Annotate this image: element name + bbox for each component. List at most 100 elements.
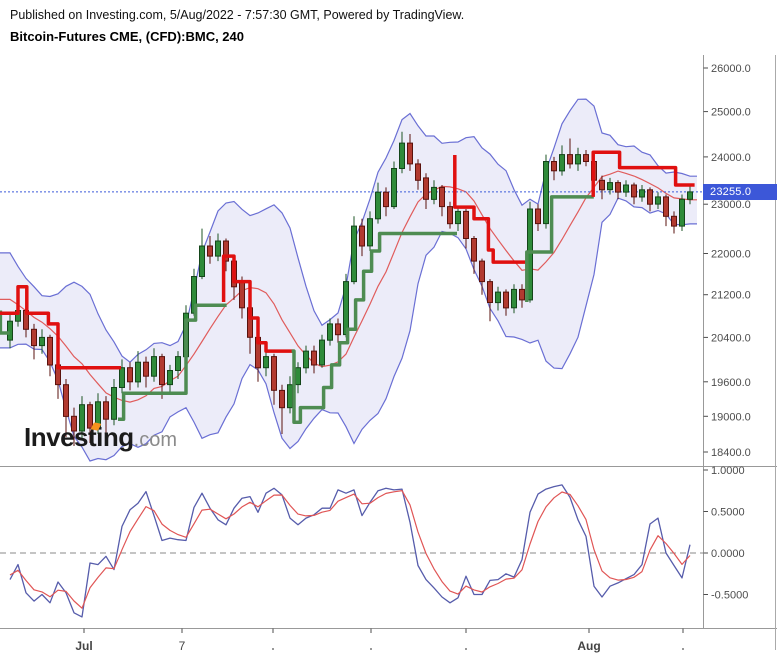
candle [303,345,309,374]
time-label: Aug [577,639,600,653]
candle [415,159,421,190]
candle-body [319,339,325,366]
price-axis[interactable]: 26000.0 25000.0 24000.0 23000.0 22000.0 21200… [703,63,751,459]
candle [375,182,381,224]
candle [167,364,173,394]
candle [479,258,485,295]
candle-body [423,177,429,200]
candle [47,334,53,377]
candle [127,362,133,391]
candle [655,192,661,209]
candle-body [479,260,485,283]
candle [199,228,205,280]
bollinger-mid-line [0,170,697,403]
candle-body [199,245,205,277]
candle-body [63,384,69,417]
bollinger-lower-line [0,197,697,462]
candle [471,236,477,274]
candle-body [415,163,421,181]
candle-body [167,370,173,386]
candle-body [399,142,405,170]
candle [71,407,77,446]
price-tick-label: 25000.0 [711,107,751,119]
candle-body [663,196,669,217]
trend-stop-red [221,254,295,353]
candle [119,359,125,394]
candle-body [151,356,157,377]
candle-body [575,154,581,165]
logo-t-orange-mark: t [88,422,97,452]
trend-stop-red [591,150,695,197]
candle-body [303,350,309,369]
last-price-tag: 23255.0 [703,184,777,200]
candle-body [607,182,613,191]
osc-tick-label: -0.5000 [711,590,748,602]
candle-body [567,154,573,165]
candle [391,161,397,209]
candle-body [519,288,525,301]
candle [175,351,181,379]
candle-body [599,179,605,191]
candle-body [391,168,397,208]
candle-body [687,191,693,200]
candle-body [359,225,365,247]
price-tick-label: 24000.0 [711,152,751,164]
candle [279,384,285,434]
candle [215,233,221,262]
candle [407,134,413,171]
candle [615,180,621,200]
candle-body [119,367,125,389]
candle [327,318,333,346]
osc-tick-label: 0.0000 [711,548,745,560]
candle-body [671,215,677,227]
chart-title: Bitcoin-Futures CME, (CFD):BMC, 240 [10,29,244,44]
trend-stop-green [291,231,457,424]
candle [263,348,269,377]
time-axis[interactable]: Jul 7 Aug [75,628,684,654]
candle [103,396,109,440]
candle-body [679,198,685,227]
oscillator-axis[interactable]: 1.0000 0.5000 0.0000 -0.5000 [703,465,749,602]
candle-body [223,240,229,262]
candle-body [7,320,13,341]
candle-body [551,161,557,172]
candle [151,348,157,382]
candle-body [103,401,109,420]
candle [687,186,693,205]
candle [143,356,149,388]
candle-body [111,387,117,420]
logo-com-suffix: .com [133,429,178,451]
candle-body [271,356,277,391]
candle [535,204,541,231]
trend-stop-lines [0,150,695,424]
candle-body [207,245,213,257]
oscillator-blue-line [9,484,691,618]
plot-area[interactable] [0,55,703,629]
published-line: Published on Investing.com, 5/Aug/2022 -… [10,8,465,22]
candle-body [31,328,37,347]
price-tick-label: 22000.0 [711,249,751,261]
candle [423,173,429,209]
candle [335,318,341,343]
candle [351,216,357,285]
candle-body [463,210,469,239]
trend-stop-red [453,155,528,264]
candle [607,177,613,195]
price-tick-label: 20400.0 [711,332,751,344]
candle-body [263,356,269,369]
candle [7,313,13,349]
candle-body [583,154,589,163]
candle [487,279,493,322]
bollinger-upper-line [0,98,697,363]
panel-borders [0,55,777,650]
candle-body [79,404,85,432]
price-tick-label: 26000.0 [711,63,751,75]
price-tick-label: 19000.0 [711,411,751,423]
candle-body [439,186,445,208]
price-tick-label: 18400.0 [711,447,751,459]
candle-body [39,336,45,347]
oscillator-red-line [9,490,691,609]
candle [447,201,453,229]
